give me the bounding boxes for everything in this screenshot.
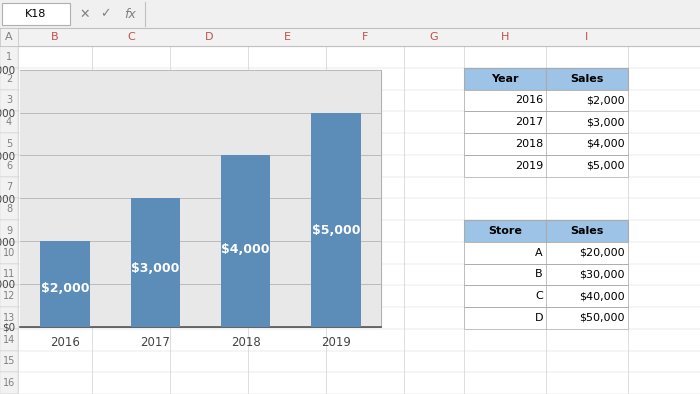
Text: 2017: 2017 [514,117,543,127]
Text: $3,000: $3,000 [587,117,625,127]
Bar [220,155,270,327]
Text: $2,000: $2,000 [587,95,625,105]
Bar [0,155,18,177]
Text: Sales: Sales [570,226,603,236]
Text: $3,000: $3,000 [131,262,180,275]
Text: 16: 16 [3,378,15,388]
Text: $4,000: $4,000 [587,139,625,149]
Text: 4: 4 [6,117,12,127]
Bar [0,329,18,351]
Bar [464,68,628,89]
Text: $4,000: $4,000 [221,243,270,256]
Bar [0,68,18,89]
Bar [311,113,360,327]
Text: I: I [585,32,589,42]
Text: 14: 14 [3,335,15,345]
Text: 10: 10 [3,247,15,258]
Text: A: A [5,32,13,42]
Bar [0,220,18,242]
Text: 5: 5 [6,139,12,149]
Bar [464,111,628,133]
Text: 2016: 2016 [515,95,543,105]
Text: $30,000: $30,000 [580,269,625,279]
Text: C: C [127,32,135,42]
Text: 8: 8 [6,204,12,214]
Text: 11: 11 [3,269,15,279]
Bar [2,3,70,25]
Text: Store: Store [488,226,522,236]
Text: ✕: ✕ [80,7,90,20]
Text: E: E [284,32,290,42]
Bar [131,198,180,327]
Text: 3: 3 [6,95,12,105]
Bar [0,89,18,111]
Bar [464,155,628,177]
Text: D: D [535,313,543,323]
Bar [0,133,18,155]
Bar [20,70,381,327]
Text: $5,000: $5,000 [312,224,360,237]
Bar [0,46,18,68]
Bar [464,89,628,111]
Bar [0,242,18,264]
Bar [0,0,700,28]
Text: $40,000: $40,000 [580,291,625,301]
Text: B: B [536,269,543,279]
Text: D: D [204,32,214,42]
Text: $20,000: $20,000 [580,247,625,258]
Text: K18: K18 [25,9,47,19]
Text: 15: 15 [3,357,15,366]
Text: 1: 1 [6,52,12,62]
Text: 6: 6 [6,161,12,171]
Bar [0,198,18,220]
Bar [0,351,18,372]
Text: 12: 12 [3,291,15,301]
Bar [0,28,18,46]
Text: B: B [51,32,59,42]
Bar [464,285,628,307]
Text: 9: 9 [6,226,12,236]
Text: ✓: ✓ [99,7,111,20]
Text: 13: 13 [3,313,15,323]
Text: 2018: 2018 [514,139,543,149]
Bar [464,264,628,285]
Text: fx: fx [124,7,136,20]
Text: 2019: 2019 [514,161,543,171]
Bar [0,307,18,329]
Bar [464,220,628,242]
Bar [464,242,628,264]
Text: $5,000: $5,000 [587,161,625,171]
Bar [0,111,18,133]
Text: H: H [500,32,509,42]
Text: Sales: Sales [570,74,603,84]
Text: Year: Year [491,74,519,84]
Text: F: F [362,32,368,42]
Text: $2,000: $2,000 [41,282,90,295]
Text: C: C [536,291,543,301]
Bar [41,241,90,327]
Bar [0,28,700,46]
Text: 2: 2 [6,74,12,84]
Bar [0,372,18,394]
Text: G: G [430,32,438,42]
Bar [0,177,18,198]
Bar [0,264,18,285]
Bar [464,307,628,329]
Bar [464,133,628,155]
Text: 7: 7 [6,182,12,192]
Text: $50,000: $50,000 [580,313,625,323]
Bar [0,285,18,307]
Text: A: A [536,247,543,258]
